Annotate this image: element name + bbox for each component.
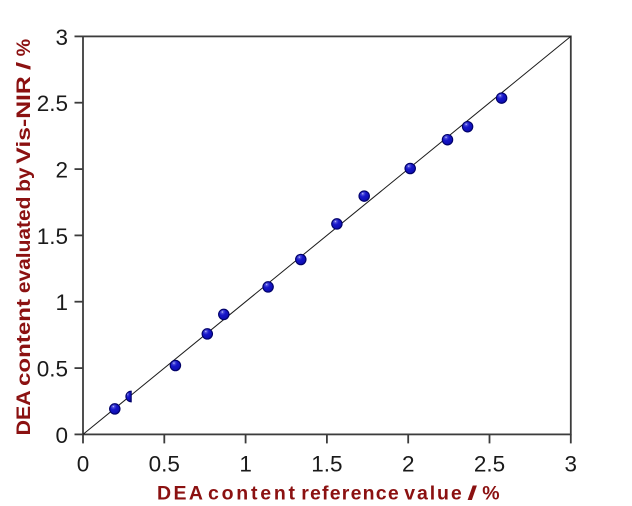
svg-text:DEA: DEA <box>13 390 35 435</box>
svg-text:0: 0 <box>77 452 90 477</box>
svg-text:evaluated: evaluated <box>13 197 35 294</box>
svg-text:0.5: 0.5 <box>37 357 68 382</box>
svg-text:3: 3 <box>565 452 578 477</box>
svg-text:/: / <box>13 62 34 70</box>
svg-text:1.5: 1.5 <box>37 224 68 249</box>
svg-text:3: 3 <box>55 25 68 50</box>
svg-text:/: / <box>467 483 477 505</box>
svg-text:0: 0 <box>55 423 68 448</box>
svg-text:1: 1 <box>239 452 252 477</box>
svg-text:2.5: 2.5 <box>37 91 68 116</box>
svg-text:%: % <box>13 39 35 57</box>
svg-text:%: % <box>482 483 499 505</box>
svg-text:by: by <box>13 167 35 192</box>
svg-text:1.5: 1.5 <box>311 452 342 477</box>
svg-text:2.5: 2.5 <box>474 452 505 477</box>
svg-text:2: 2 <box>402 452 415 477</box>
svg-text:1: 1 <box>55 290 68 315</box>
svg-text:Vis-NIR: Vis-NIR <box>13 76 35 164</box>
svg-text:0.5: 0.5 <box>149 452 180 477</box>
svg-text:content: content <box>13 298 35 386</box>
svg-text:2: 2 <box>55 158 68 183</box>
